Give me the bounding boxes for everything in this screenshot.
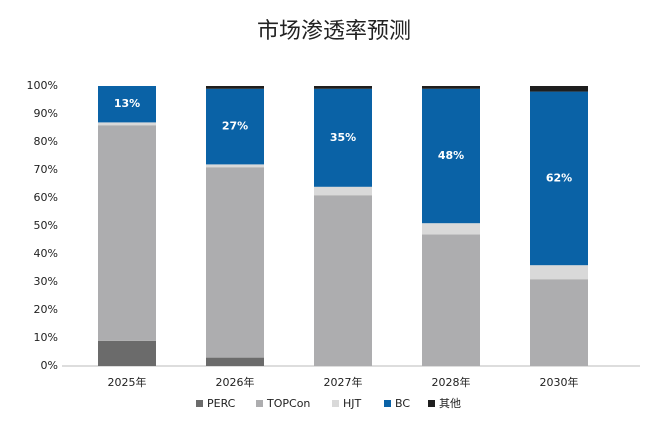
- bar-segment: [206, 357, 264, 366]
- x-tick-label: 2025年: [108, 375, 147, 389]
- bar-segment: [98, 122, 156, 126]
- legend-swatch: [256, 400, 263, 407]
- y-tick-label: 50%: [34, 219, 58, 232]
- bar-segment: [206, 164, 264, 168]
- data-label: 62%: [546, 171, 572, 184]
- bar-segment: [98, 340, 156, 366]
- data-label: 48%: [438, 149, 464, 162]
- y-tick-label: 80%: [34, 135, 58, 148]
- legend-swatch: [428, 400, 435, 407]
- y-tick-label: 40%: [34, 247, 58, 260]
- y-tick-label: 20%: [34, 303, 58, 316]
- data-label: 13%: [114, 97, 140, 110]
- bar-segment: [206, 167, 264, 358]
- legend-label: PERC: [207, 397, 236, 410]
- bar-segment: [530, 265, 588, 280]
- bar-segment: [314, 86, 372, 89]
- legend-label: 其他: [439, 397, 461, 410]
- bar-segment: [314, 186, 372, 196]
- bar-segment: [314, 195, 372, 366]
- bar-segment: [206, 88, 264, 165]
- chart-title: 市场渗透率预测: [257, 19, 411, 44]
- data-label: 35%: [330, 131, 356, 144]
- bar-segment: [530, 91, 588, 266]
- bar-segment: [422, 86, 480, 89]
- legend-swatch: [384, 400, 391, 407]
- x-tick-label: 2027年: [324, 375, 363, 389]
- bar-segment: [98, 125, 156, 341]
- data-label: 27%: [222, 120, 248, 133]
- y-tick-label: 90%: [34, 107, 58, 120]
- legend-swatch: [332, 400, 339, 407]
- legend-label: TOPCon: [266, 397, 310, 410]
- y-tick-label: 100%: [27, 79, 58, 92]
- legend-label: BC: [395, 397, 410, 410]
- legend-label: HJT: [343, 397, 362, 410]
- y-tick-label: 30%: [34, 275, 58, 288]
- bar-segment: [530, 279, 588, 366]
- bar-segment: [206, 86, 264, 89]
- bar-segment: [314, 88, 372, 187]
- x-tick-label: 2026年: [216, 375, 255, 389]
- bar-segment: [422, 234, 480, 366]
- y-tick-label: 0%: [41, 359, 58, 372]
- y-tick-label: 70%: [34, 163, 58, 176]
- bar-segment: [422, 223, 480, 235]
- y-tick-label: 10%: [34, 331, 58, 344]
- legend-swatch: [196, 400, 203, 407]
- bar-segment: [422, 88, 480, 224]
- bar-segment: [530, 86, 588, 92]
- y-tick-label: 60%: [34, 191, 58, 204]
- x-tick-label: 2028年: [432, 375, 471, 389]
- bar-segment: [98, 86, 156, 123]
- x-tick-label: 2030年: [540, 375, 579, 389]
